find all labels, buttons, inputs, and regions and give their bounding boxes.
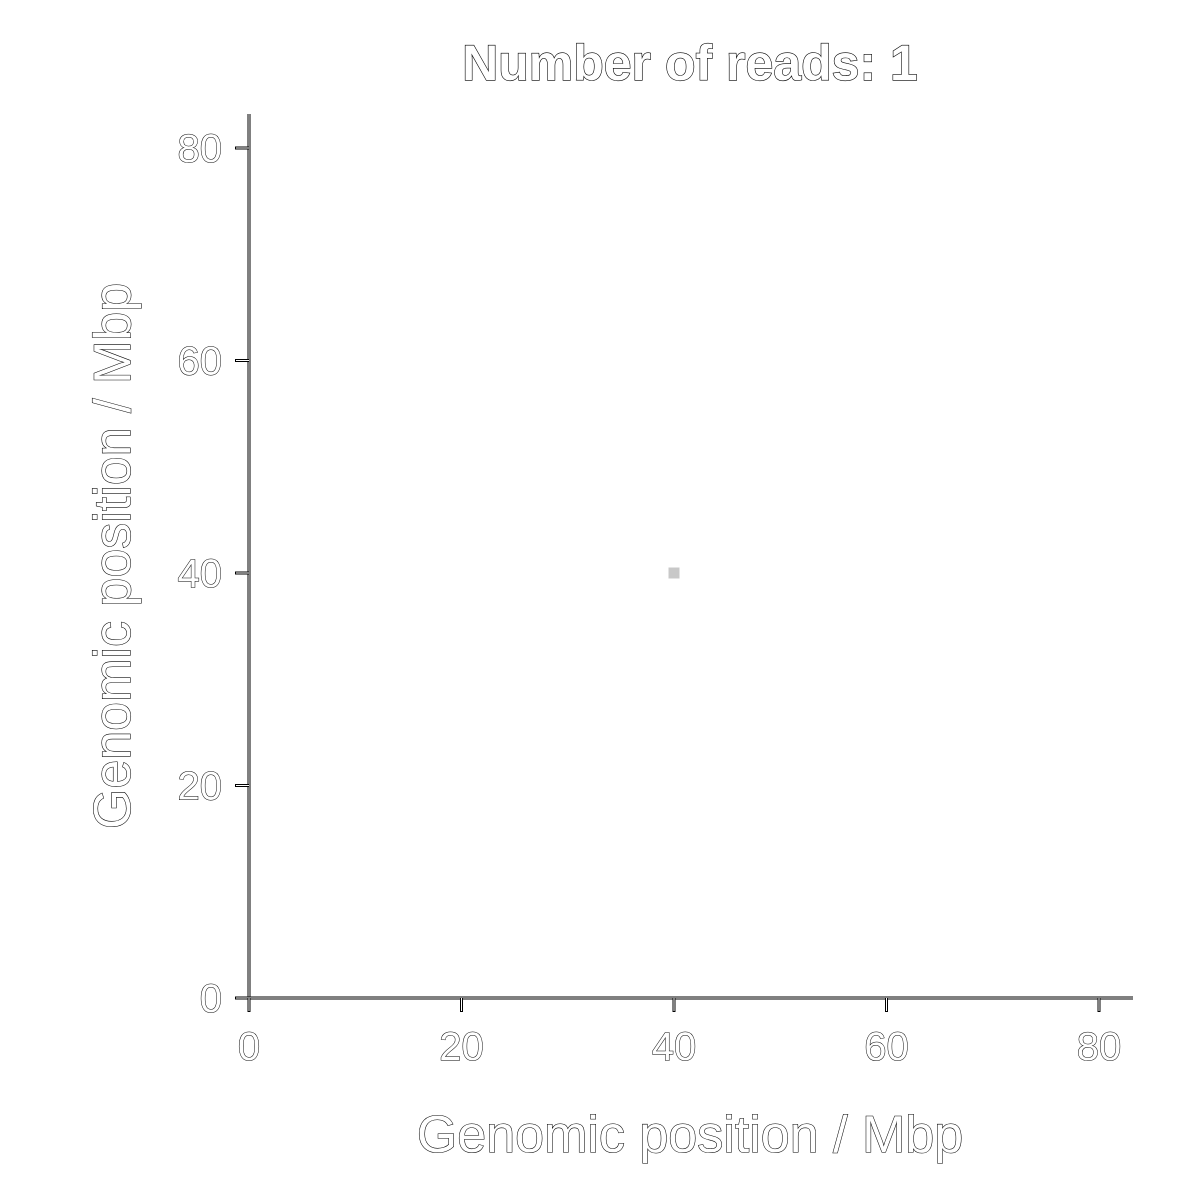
x-tick-label: 80 [1077,1025,1122,1069]
x-tick-label: 20 [439,1025,484,1069]
x-tick-label: 40 [652,1025,697,1069]
y-tick-label: 20 [178,765,223,809]
data-points [668,567,680,579]
y-axis-label: Genomic position / Mbp [84,283,142,829]
x-tick-label: 0 [238,1025,260,1069]
y-tick-label: 0 [200,977,222,1021]
x-ticks: 0 20 40 60 80 [237,998,1122,1070]
y-tick-label: 60 [178,340,223,384]
x-tick-label: 60 [864,1025,909,1069]
chart-title: Number of reads: 1 [462,35,918,91]
y-ticks: 0 20 40 60 80 [177,127,249,1022]
data-point [668,567,680,579]
x-axis-label: Genomic position / Mbp [417,1106,963,1164]
y-tick-label: 40 [178,552,223,596]
y-tick-label: 80 [178,127,223,171]
